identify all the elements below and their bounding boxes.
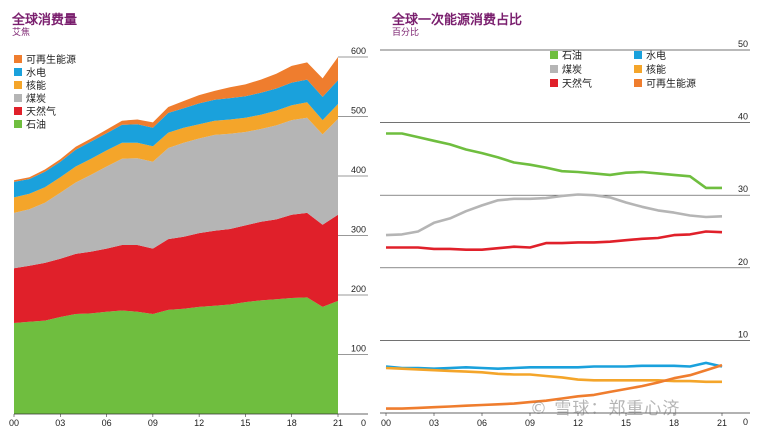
line-oil [386,132,722,190]
x-tick-label: 15 [621,418,631,428]
legend-swatch-nuclear [634,65,642,73]
legend-label-gas: 天然气 [26,105,56,118]
y-tick-label: 20 [738,257,748,267]
left-chart-unit: 艾焦 [12,27,31,37]
y-tick-label: 0 [361,418,366,428]
x-tick-label: 09 [525,418,535,428]
y-tick-label: 30 [738,184,748,194]
x-tick-label: 00 [9,418,19,428]
legend-swatch-hydro [14,68,22,76]
x-tick-label: 03 [55,418,65,428]
legend-swatch-nuclear [14,81,22,89]
legend-label-renewables: 可再生能源 [646,77,696,90]
line-renewables [386,363,723,410]
y-tick-label: 200 [351,284,366,294]
legend-label-nuclear: 核能 [646,63,666,76]
left-chart-title: 全球消费量 [12,12,78,27]
legend-label-coal: 煤炭 [26,92,46,105]
share-chart-panel: 全球一次能源消费占比 百分比 0 10 20 30 40 50 00 03 06 09 12 15 18… [380,0,758,437]
x-tick-label: 12 [194,418,204,428]
line-coal [385,193,723,237]
watermark-text: © 雪球：郑重心济 [530,399,681,419]
y-tick-label: 600 [351,46,366,56]
x-tick-label: 15 [240,418,250,428]
legend-swatch-renewables [634,79,642,87]
area-gas [14,212,338,323]
line-hydro [385,361,723,371]
x-tick-label: 12 [573,418,583,428]
consumption-chart-panel: 全球消费量 艾焦 100 200 300 400 500 600 0 00 03 06 09 12 15… [9,12,368,428]
area-coal [14,117,338,269]
x-tick-label: 21 [717,418,727,428]
legend-swatch-gas [14,107,22,115]
right-chart-unit: 百分比 [392,27,420,37]
legend-label-oil: 石油 [26,118,46,131]
line-gas [386,230,723,251]
area-hydro [14,79,338,198]
y-tick-label: 10 [738,329,748,339]
legend-label-gas: 天然气 [562,77,592,90]
x-tick-label: 03 [429,418,439,428]
legend-swatch-oil [550,51,558,59]
y-tick-label: 300 [351,225,366,235]
y-tick-label: 0 [743,417,748,427]
legend-swatch-oil [14,120,22,128]
legend-label-hydro: 水电 [646,49,666,62]
y-tick-label: 100 [351,344,366,354]
y-tick-label: 50 [738,39,748,49]
area-oil [14,297,338,414]
legend-swatch-hydro [634,51,642,59]
legend-label-coal: 煤炭 [562,63,582,76]
legend-label-renewables: 可再生能源 [26,53,76,66]
area-nuclear [14,102,338,213]
x-tick-label: 21 [333,418,343,428]
x-tick-label: 18 [669,418,679,428]
x-tick-label: 00 [381,418,391,428]
y-tick-label: 400 [351,165,366,175]
right-chart-title: 全球一次能源消费占比 [392,12,523,27]
x-tick-label: 18 [287,418,297,428]
legend-label-hydro: 水电 [26,66,46,79]
x-tick-label: 09 [148,418,158,428]
legend-swatch-coal [550,65,558,73]
x-tick-label: 06 [477,418,487,428]
area-renewables [14,57,338,182]
x-tick-label: 06 [102,418,112,428]
legend-swatch-coal [14,94,22,102]
y-tick-label: 500 [351,106,366,116]
legend-label-nuclear: 核能 [26,79,46,92]
legend-swatch-gas [550,79,558,87]
legend-swatch-renewables [14,55,22,63]
y-tick-label: 40 [738,112,748,122]
legend-label-oil: 石油 [562,49,582,62]
